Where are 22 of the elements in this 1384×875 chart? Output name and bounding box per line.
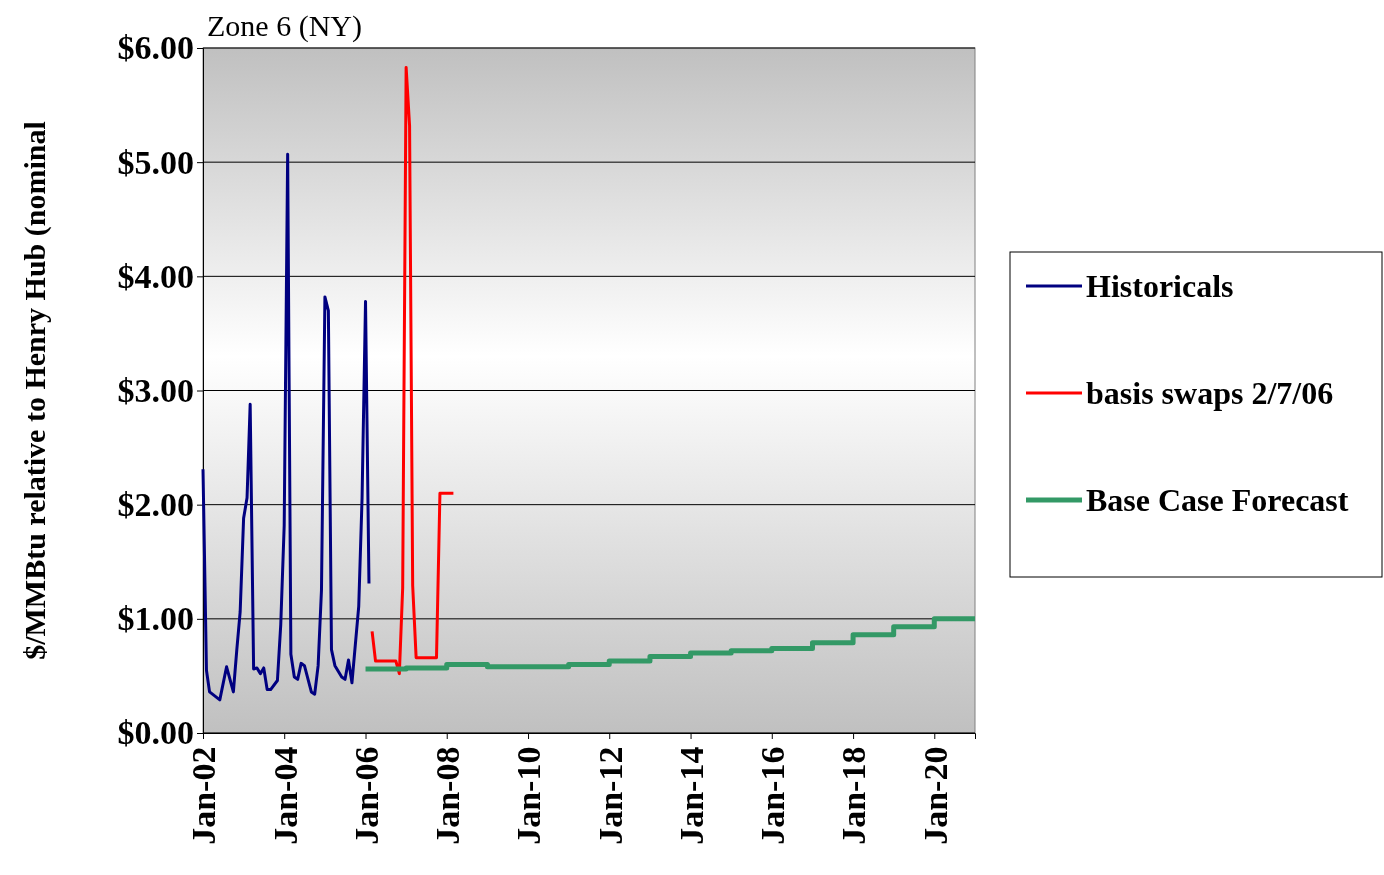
x-tick-label: Jan-20 xyxy=(916,746,954,845)
chart-title: Zone 6 (NY) xyxy=(207,9,362,43)
y-tick-label: $4.00 xyxy=(117,257,194,295)
y-axis-title: $/MMBtu relative to Henry Hub (nominal xyxy=(18,121,52,660)
x-tick-label: Jan-10 xyxy=(510,746,548,845)
x-tick-label: Jan-04 xyxy=(266,746,304,845)
x-tick-label: Jan-18 xyxy=(835,746,873,845)
y-tick-label: $2.00 xyxy=(117,486,194,524)
x-tick-label: Jan-14 xyxy=(672,746,710,845)
line-series xyxy=(201,152,371,702)
y-tick-label: $1.00 xyxy=(117,600,194,638)
line-series xyxy=(370,65,455,676)
legend-label: Base Case Forecast xyxy=(1086,482,1349,518)
x-tick-label: Jan-16 xyxy=(754,746,792,845)
y-tick-label: $3.00 xyxy=(117,371,194,409)
y-tick-label: $5.00 xyxy=(117,143,194,181)
x-tick-label: Jan-12 xyxy=(591,746,629,845)
legend-label: Historicals xyxy=(1086,268,1234,304)
x-tick-label: Jan-08 xyxy=(429,746,467,845)
y-tick-label: $6.00 xyxy=(117,29,194,67)
legend-label: basis swaps 2/7/06 xyxy=(1086,375,1334,411)
x-tick-label: Jan-06 xyxy=(347,746,385,845)
